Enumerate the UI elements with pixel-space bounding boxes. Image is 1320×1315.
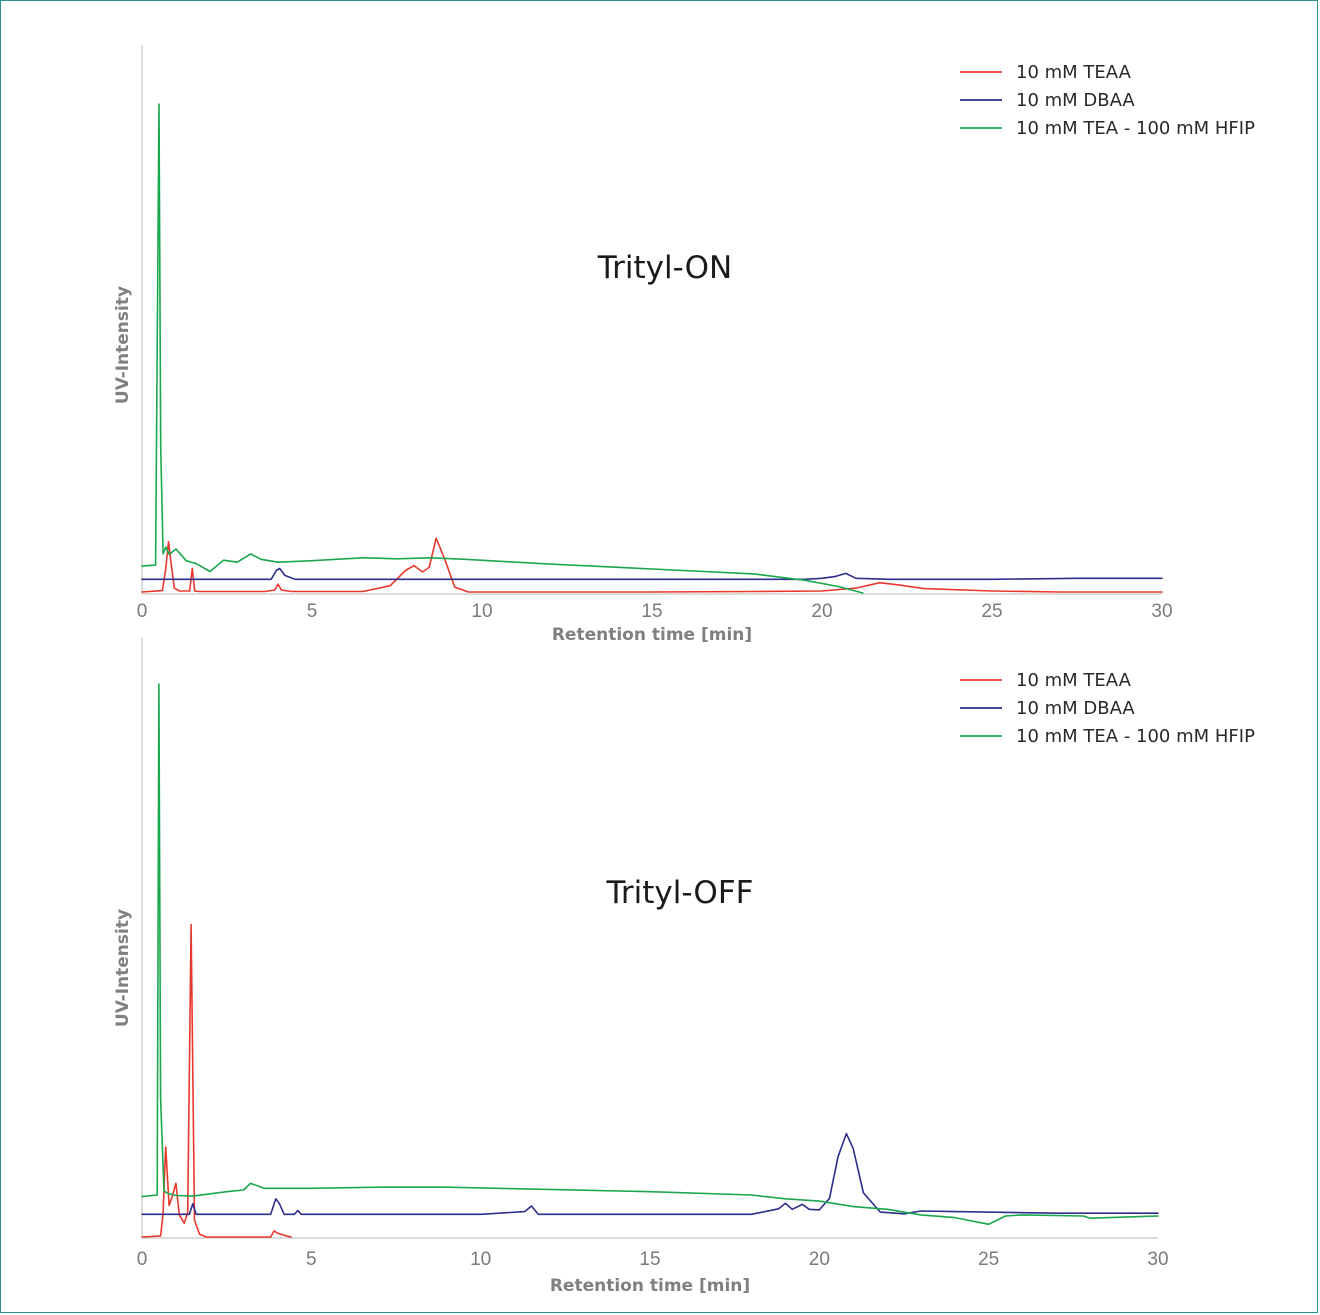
x-tick-label: 30 — [1147, 1249, 1168, 1270]
series-line-3 — [141, 103, 864, 594]
x-tick-label: 5 — [307, 601, 318, 622]
series-line-1 — [141, 537, 1163, 593]
legend-label: 10 mM TEAA — [1016, 670, 1132, 691]
x-tick-label: 25 — [981, 601, 1002, 622]
x-tick-label: 0 — [137, 1249, 148, 1270]
x-axis-title: Retention time [min] — [550, 1276, 750, 1296]
y-axis-title: UV-Intensity — [113, 909, 133, 1027]
x-tick-label: 0 — [137, 601, 148, 622]
series-line-3 — [141, 683, 1159, 1226]
x-tick-label: 15 — [639, 1249, 660, 1270]
y-axis-title: UV-Intensity — [113, 286, 133, 404]
x-tick-label: 10 — [470, 1249, 491, 1270]
chart-title: Trityl-OFF — [606, 875, 754, 911]
legend: 10 mM TEAA 10 mM DBAA 10 mM TEA - 100 mM H… — [960, 670, 1255, 747]
legend-label: 10 mM DBAA — [1016, 90, 1135, 111]
x-tick-label: 30 — [1151, 601, 1172, 622]
legend-label: 10 mM DBAA — [1016, 698, 1135, 719]
x-tick-label: 15 — [641, 601, 662, 622]
chart-title: Trityl-ON — [597, 250, 733, 286]
legend-label: 10 mM TEA - 100 mM HFIP — [1016, 118, 1255, 139]
x-tick-label: 20 — [809, 1249, 830, 1270]
series-line-2 — [141, 567, 1163, 581]
x-tick-label: 20 — [811, 601, 832, 622]
x-tick-label: 5 — [306, 1249, 317, 1270]
series-line-1 — [141, 923, 292, 1238]
series-line-2 — [141, 1132, 1159, 1216]
legend-label: 10 mM TEA - 100 mM HFIP — [1016, 726, 1255, 747]
legend-label: 10 mM TEAA — [1016, 62, 1132, 83]
chart-panel-1: 0 5 10 15 20 25 30 Retention time [min] UV-Inten… — [113, 45, 1255, 645]
x-tick-label: 25 — [978, 1249, 999, 1270]
legend: 10 mM TEAA 10 mM DBAA 10 mM TEA - 100 mM H… — [960, 62, 1255, 139]
x-axis-title: Retention time [min] — [552, 625, 752, 645]
chart-panel-2: 0 5 10 15 20 25 30 Retention time [min] UV-Inten… — [113, 638, 1255, 1296]
x-tick-label: 10 — [471, 601, 492, 622]
